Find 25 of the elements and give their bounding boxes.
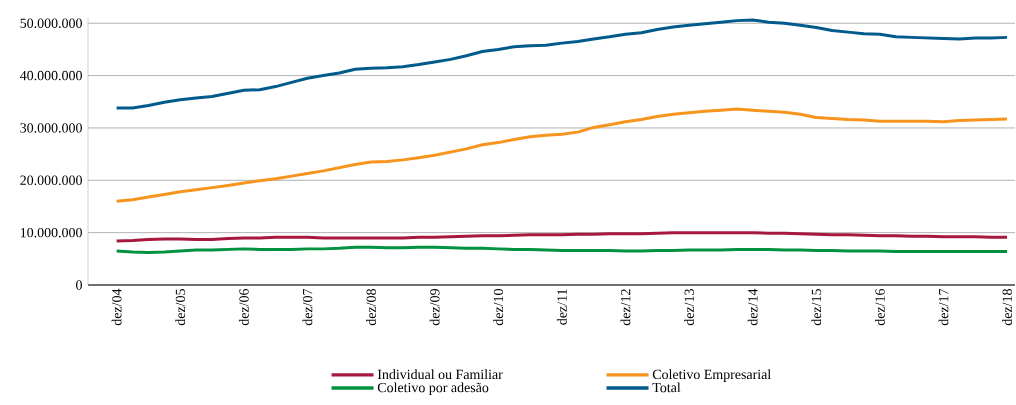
x-tick-label: dez/04 (111, 288, 122, 326)
x-tick-label: dez/12 (620, 289, 631, 326)
x-tick-label: dez/09 (429, 289, 440, 326)
y-tick-label: 10.000.000 (20, 227, 82, 238)
y-tick-label: 50.000.000 (20, 18, 82, 28)
legend-label: Coletivo por adesão (377, 382, 489, 396)
x-tick-label: dez/13 (684, 289, 694, 326)
x-tick-label: dez/08 (366, 289, 376, 326)
x-tick-label: dez/10 (493, 289, 504, 326)
x-tick-label: dez/16 (874, 288, 885, 326)
x-tick-label: dez/14 (747, 288, 758, 326)
x-tick-label: dez/11 (556, 289, 567, 325)
x-tick-label: dez/15 (811, 289, 822, 326)
x-tick-label: dez/05 (175, 289, 186, 326)
y-tick-label: 40.000.000 (19, 70, 82, 81)
x-tick-label: dez/06 (238, 288, 249, 326)
legend-label: Individual ou Familiar (377, 369, 503, 380)
y-tick-label: 20.000.000 (20, 175, 82, 186)
legend-label: Coletivo Empresarial (652, 369, 771, 382)
y-tick-label: 0 (76, 280, 82, 290)
x-tick-label: dez/17 (938, 288, 949, 326)
legend-label: Total (652, 382, 681, 393)
x-tick-label: dez/07 (302, 288, 313, 326)
x-tick-label: dez/18 (1002, 289, 1012, 326)
y-tick-label: 30.000.000 (20, 123, 82, 133)
